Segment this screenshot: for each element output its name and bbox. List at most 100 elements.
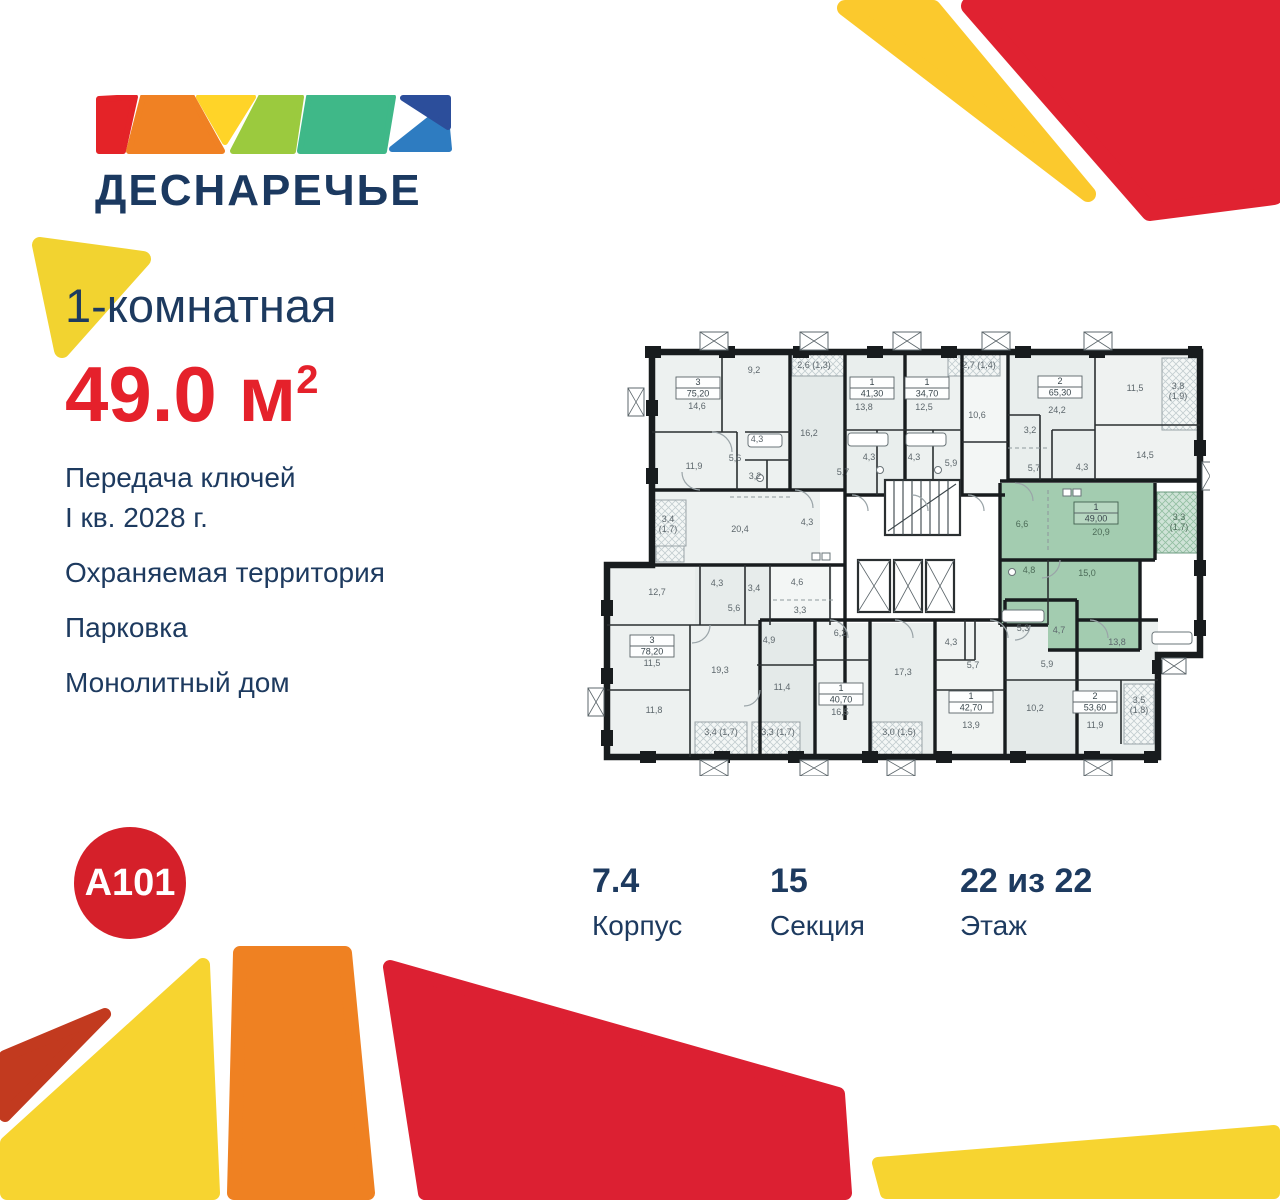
svg-text:11,9: 11,9 <box>686 461 703 471</box>
info-label: Корпус <box>592 910 683 941</box>
svg-text:3,4: 3,4 <box>748 583 761 593</box>
unit-label: 140,70 <box>818 682 864 706</box>
svg-text:5,6: 5,6 <box>728 603 741 613</box>
svg-text:3,3(1,7): 3,3 (1,7) <box>1170 512 1189 532</box>
info-label: Секция <box>770 910 865 941</box>
unit-label: 142,70 <box>948 690 994 714</box>
svg-text:2,6 (1,3): 2,6 (1,3) <box>797 360 831 370</box>
unit-label: 141,30 <box>849 376 895 400</box>
svg-text:11,9: 11,9 <box>1087 720 1104 730</box>
deco-bottom-yellow <box>0 958 220 1200</box>
svg-text:4,3: 4,3 <box>945 637 958 647</box>
svg-text:3,0 (1,5): 3,0 (1,5) <box>882 727 916 737</box>
svg-text:34,70: 34,70 <box>916 389 939 399</box>
area-unit: м <box>216 350 297 438</box>
svg-text:5,9: 5,9 <box>1041 659 1054 669</box>
svg-text:4,3: 4,3 <box>908 452 921 462</box>
svg-text:3: 3 <box>695 377 700 387</box>
svg-text:11,8: 11,8 <box>646 705 663 715</box>
svg-text:2,7 (1,4): 2,7 (1,4) <box>962 360 996 370</box>
svg-text:6,2: 6,2 <box>834 628 847 638</box>
svg-text:4,3: 4,3 <box>801 517 814 527</box>
doors <box>681 431 1109 707</box>
feature-item: Парковка <box>65 612 188 643</box>
pilasters <box>601 346 1206 763</box>
feature-item: Охраняемая территория <box>65 557 385 588</box>
svg-text:3,2: 3,2 <box>1024 425 1037 435</box>
listing-area: 49.0 м2 <box>65 355 336 433</box>
svg-text:4,8: 4,8 <box>1023 565 1036 575</box>
developer-logo: A101 <box>74 827 186 939</box>
svg-text:12,5: 12,5 <box>915 402 933 412</box>
area-sup: 2 <box>296 358 319 402</box>
svg-text:4,3: 4,3 <box>863 452 876 462</box>
listing-headline: 1-комнатная 49.0 м2 <box>65 278 336 433</box>
info-value: 15 <box>770 862 808 900</box>
svg-text:40,70: 40,70 <box>830 695 853 705</box>
unit-label: 375,20 <box>675 376 721 400</box>
svg-text:4,3: 4,3 <box>1076 462 1089 472</box>
svg-text:5,7: 5,7 <box>837 467 850 477</box>
developer-logo-text: A101 <box>84 861 176 904</box>
floor-plan: 14,6 9,2 11,9 5,6 4,3 3,2 2,6 (1,3) 16,2 13,8 5,7… <box>585 328 1219 781</box>
svg-text:2: 2 <box>1057 376 1062 386</box>
svg-text:3,3: 3,3 <box>794 605 807 615</box>
svg-text:15,0: 15,0 <box>1078 568 1096 578</box>
unit-label: 265,30 <box>1037 375 1083 399</box>
brand-name: ДЕСНАРЕЧЬЕ <box>95 166 422 215</box>
svg-text:5,9: 5,9 <box>945 458 958 468</box>
deco-topright-yellow <box>837 0 1096 202</box>
svg-text:14,6: 14,6 <box>688 401 706 411</box>
svg-text:16,5: 16,5 <box>831 707 849 717</box>
info-value: 7.4 <box>592 862 640 900</box>
svg-text:3,5(1,8): 3,5 (1,8) <box>1130 695 1149 715</box>
svg-text:12,7: 12,7 <box>648 587 666 597</box>
brand-mosaic-icon <box>96 94 452 154</box>
info-floor: 22 из 22 Этаж <box>960 862 1092 942</box>
info-building: 7.4 Корпус <box>592 862 770 942</box>
unit-label: 378,20 <box>629 634 675 658</box>
unit-label: 134,70 <box>904 376 950 400</box>
svg-text:11,4: 11,4 <box>774 682 791 692</box>
svg-text:20,9: 20,9 <box>1092 527 1110 537</box>
svg-text:24,2: 24,2 <box>1048 405 1066 415</box>
stairs <box>883 478 962 537</box>
svg-text:3,4 (1,7): 3,4 (1,7) <box>704 727 738 737</box>
svg-text:5,3: 5,3 <box>1017 623 1030 633</box>
feature-list: Передача ключей I кв. 2028 г. Охраняемая т… <box>65 458 385 718</box>
svg-text:4,7: 4,7 <box>1053 625 1066 635</box>
svg-text:13,8: 13,8 <box>855 402 873 412</box>
brand-logo: ДЕСНАРЕЧЬЕ <box>95 94 455 216</box>
svg-text:78,20: 78,20 <box>641 647 664 657</box>
svg-text:4,3: 4,3 <box>751 434 764 444</box>
info-label: Этаж <box>960 910 1027 941</box>
svg-text:14,5: 14,5 <box>1136 450 1154 460</box>
svg-text:3,2: 3,2 <box>749 471 762 481</box>
svg-text:1: 1 <box>838 683 843 693</box>
deco-bottom-darkred <box>0 1008 111 1122</box>
svg-text:19,3: 19,3 <box>711 665 729 675</box>
svg-text:3,8(1,9): 3,8 (1,9) <box>1169 381 1188 401</box>
svg-text:11,5: 11,5 <box>644 658 661 668</box>
svg-text:9,2: 9,2 <box>748 365 761 375</box>
info-section: 15 Секция <box>770 862 960 942</box>
svg-text:3,3 (1,7): 3,3 (1,7) <box>761 727 795 737</box>
svg-text:3,4(1,7): 3,4 (1,7) <box>659 514 678 534</box>
svg-text:3: 3 <box>649 635 654 645</box>
svg-text:1: 1 <box>968 691 973 701</box>
svg-text:75,20: 75,20 <box>687 389 710 399</box>
svg-text:53,60: 53,60 <box>1084 703 1107 713</box>
deco-bottom-orange <box>227 946 375 1200</box>
feature-item: Передача ключей I кв. 2028 г. <box>65 462 296 533</box>
svg-text:16,2: 16,2 <box>800 428 818 438</box>
info-value: 22 из 22 <box>960 862 1093 900</box>
svg-text:5,7: 5,7 <box>1028 463 1041 473</box>
elevators <box>856 558 956 614</box>
svg-text:65,30: 65,30 <box>1049 388 1072 398</box>
listing-title: 1-комнатная <box>65 279 337 332</box>
deco-bottom-crimson <box>383 960 852 1200</box>
unit-label-highlighted: 149,00 <box>1073 501 1119 525</box>
deco-topleft-yellow <box>32 237 151 358</box>
